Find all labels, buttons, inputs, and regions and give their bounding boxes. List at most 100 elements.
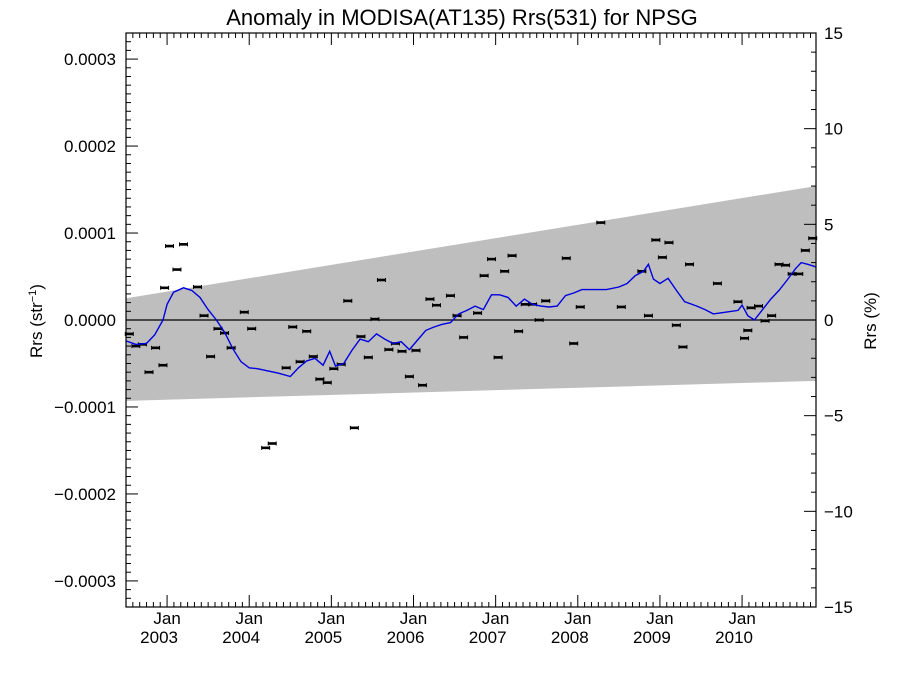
data-point	[363, 355, 373, 360]
series-line-running-mean	[125, 261, 817, 378]
data-point	[370, 317, 380, 322]
x-tick-label-year: 2004	[222, 628, 260, 647]
data-point	[781, 263, 791, 268]
data-point	[226, 345, 236, 350]
y-tick-label-right: 10	[824, 120, 843, 139]
x-tick-label-month: Jan	[236, 609, 263, 628]
data-point	[308, 354, 318, 359]
y-axis-label-left-superscript: −1	[27, 290, 39, 303]
data-point	[685, 262, 694, 267]
data-point	[473, 311, 483, 316]
data-point	[671, 323, 681, 328]
y-tick-label-right: −5	[824, 407, 843, 426]
data-point	[356, 334, 366, 339]
y-axis-label-right: Rrs (%)	[861, 292, 880, 350]
y-tick-label-left: −0.0001	[54, 398, 116, 417]
data-point	[329, 366, 339, 371]
data-point	[712, 281, 722, 286]
x-tick-label-month: Jan	[153, 609, 180, 628]
data-point	[261, 445, 271, 450]
y-tick-label-right: 0	[824, 311, 833, 330]
x-tick-label-month: Jan	[728, 609, 755, 628]
data-point	[315, 377, 325, 382]
data-point	[808, 236, 818, 241]
y-tick-label-right: −10	[824, 502, 853, 521]
data-point	[151, 345, 161, 350]
data-point	[479, 273, 489, 278]
data-point	[376, 277, 386, 282]
data-point	[657, 255, 667, 260]
y-axis-label-left-main: Rrs (str	[27, 302, 46, 358]
data-point	[343, 298, 353, 303]
x-tick-label-year: 2006	[387, 628, 425, 647]
data-point	[664, 240, 674, 245]
data-point	[158, 363, 168, 368]
data-point	[267, 441, 277, 446]
data-point	[651, 237, 661, 242]
data-point	[397, 349, 407, 354]
y-tick-label-left: 0.0000	[64, 311, 116, 330]
data-point	[384, 347, 394, 352]
data-point	[678, 344, 688, 349]
y-tick-label-left: 0.0001	[64, 224, 116, 243]
y-tick-label-left: 0.0003	[64, 50, 116, 69]
data-point	[172, 267, 182, 272]
data-point	[596, 220, 606, 225]
data-point	[616, 304, 626, 309]
data-point	[418, 383, 428, 388]
uncertainty-band	[126, 186, 816, 401]
data-point	[322, 380, 332, 385]
data-point	[411, 348, 421, 353]
y-tick-label-right: 15	[824, 24, 843, 43]
data-point	[281, 365, 291, 370]
y-tick-label-left: −0.0003	[54, 572, 116, 591]
x-tick-label-month: Jan	[318, 609, 345, 628]
data-point	[754, 304, 763, 309]
data-point	[561, 256, 571, 261]
data-point	[349, 425, 359, 430]
x-tick-label-month: Jan	[646, 609, 673, 628]
data-point	[534, 318, 544, 322]
data-point	[733, 299, 743, 304]
x-tick-label-year: 2003	[140, 628, 178, 647]
data-point	[569, 341, 579, 346]
data-point	[800, 248, 810, 253]
data-point	[493, 355, 503, 360]
data-point	[192, 284, 202, 289]
data-point	[487, 257, 497, 262]
plot-area: 0.0003 0.0002 0.0001 0.0000 −0.0001 −0.0002 −0…	[54, 24, 853, 647]
data-point	[575, 304, 585, 309]
data-point	[445, 293, 455, 298]
data-point	[432, 303, 441, 308]
y-tick-label-right: 5	[824, 215, 833, 234]
data-point	[507, 253, 517, 258]
y-tick-label-right: −15	[824, 598, 853, 617]
data-point	[239, 310, 249, 315]
x-tick-label-month: Jan	[400, 609, 427, 628]
data-point	[199, 313, 209, 318]
data-point	[165, 244, 175, 249]
data-point	[179, 242, 188, 247]
data-point	[124, 331, 134, 336]
x-tick-label-year: 2005	[304, 628, 342, 647]
y-axis-label-left-close: )	[27, 284, 46, 290]
data-point	[743, 328, 753, 333]
data-point	[459, 335, 469, 340]
data-point	[794, 271, 804, 276]
data-point	[425, 297, 435, 302]
x-tick-label-year: 2007	[469, 628, 507, 647]
x-tick-label-month: Jan	[564, 609, 591, 628]
y-axis-label-left: Rrs (str−1)	[27, 284, 46, 358]
data-point	[500, 269, 510, 274]
data-point	[206, 354, 216, 359]
x-tick-label-month: Jan	[482, 609, 509, 628]
data-point	[144, 370, 154, 375]
x-tick-label-year: 2010	[715, 628, 753, 647]
data-point	[288, 324, 298, 329]
data-point	[760, 318, 770, 323]
chart-title: Anomaly in MODISA(AT135) Rrs(531) for NP…	[226, 5, 698, 30]
x-tick-label-year: 2009	[633, 628, 671, 647]
data-point	[643, 313, 653, 318]
